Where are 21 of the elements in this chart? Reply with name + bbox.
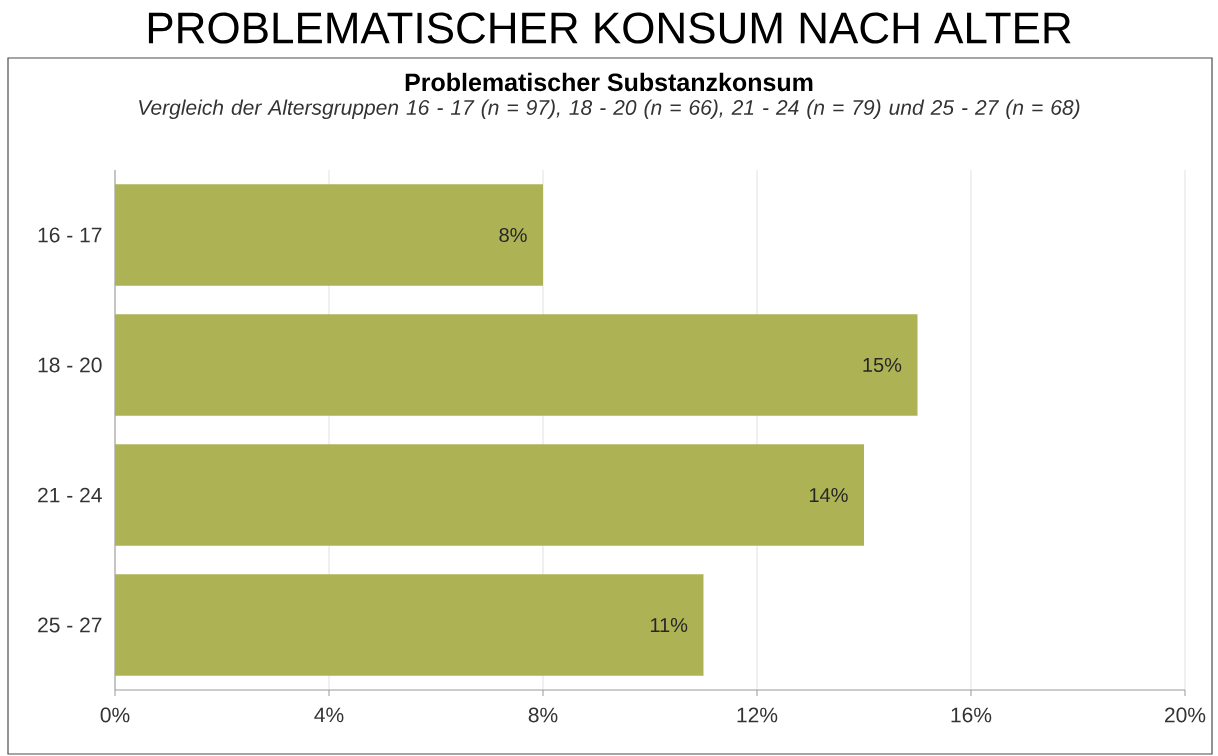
x-tick-label: 0% (100, 707, 130, 723)
chart-title: PROBLEMATISCHER KONSUM NACH ALTER (148, 12, 1071, 44)
chart-subtitle: Problematischer Substanzkonsum (405, 72, 813, 92)
data-label: 8% (499, 227, 527, 243)
bar (115, 314, 918, 416)
bar (115, 574, 704, 676)
text: Vergleich der Altersgruppen 16 - 17 (n = 97), 18 - 20 (n = 66), 21 - 24 (n = 79) und 25 - 27 (n = 68) (139, 99, 1080, 120)
bar (115, 184, 543, 286)
x-tick-label: 4% (314, 707, 344, 723)
x-tick-label: 20% (1165, 707, 1206, 723)
y-tick-label: 18 - 20 (38, 357, 102, 373)
y-tick-label: 21 - 24 (38, 487, 102, 503)
x-tick-label: 8% (528, 707, 558, 723)
bar (115, 444, 864, 546)
x-tick-label: 16% (951, 707, 992, 723)
y-tick-label: 25 - 27 (38, 617, 102, 633)
data-label: 14% (809, 488, 848, 502)
data-label: 15% (863, 357, 902, 373)
y-tick-label: 16 - 17 (38, 227, 102, 243)
data-label: 11% (650, 618, 688, 632)
x-tick-label: 12% (737, 707, 778, 723)
